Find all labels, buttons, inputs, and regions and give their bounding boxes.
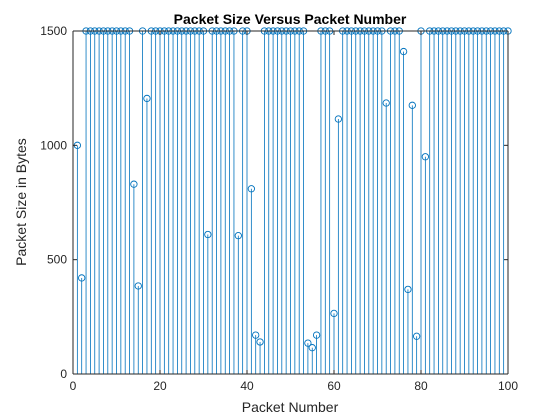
stem-marker xyxy=(78,274,86,282)
x-tick-label: 80 xyxy=(414,379,428,393)
y-axis-label: Packet Size in Bytes xyxy=(13,138,29,266)
stem-marker xyxy=(252,331,260,339)
stem-series xyxy=(73,27,512,374)
stem-marker xyxy=(256,338,264,346)
stem-marker xyxy=(421,153,429,161)
stem-marker xyxy=(204,230,212,239)
stem-marker xyxy=(130,180,138,188)
stem-marker xyxy=(330,309,338,318)
x-tick-label: 40 xyxy=(240,379,254,393)
x-axis-label: Packet Number xyxy=(242,399,339,415)
x-tick-label: 0 xyxy=(70,379,77,393)
stem-marker xyxy=(134,282,142,290)
stem-marker xyxy=(308,344,316,352)
stem-marker xyxy=(412,332,421,340)
stem-marker xyxy=(234,232,242,240)
x-tick-label: 20 xyxy=(153,379,167,393)
stem-marker xyxy=(304,339,312,347)
stem-marker xyxy=(334,115,342,123)
stem-marker xyxy=(382,99,390,107)
stem-marker xyxy=(404,285,412,294)
y-tick-label: 0 xyxy=(60,367,67,381)
y-tick-label: 500 xyxy=(47,253,67,267)
x-tick-label: 60 xyxy=(327,379,341,393)
stem-marker xyxy=(399,47,408,56)
stem-marker xyxy=(247,185,256,193)
stem-marker xyxy=(408,101,416,109)
x-tick-label: 100 xyxy=(498,379,518,393)
y-tick-label: 1000 xyxy=(40,138,67,152)
stem-marker xyxy=(143,94,151,103)
chart-title: Packet Size Versus Packet Number xyxy=(174,11,407,27)
stem-marker xyxy=(312,331,321,339)
y-tick-label: 1500 xyxy=(40,24,67,38)
